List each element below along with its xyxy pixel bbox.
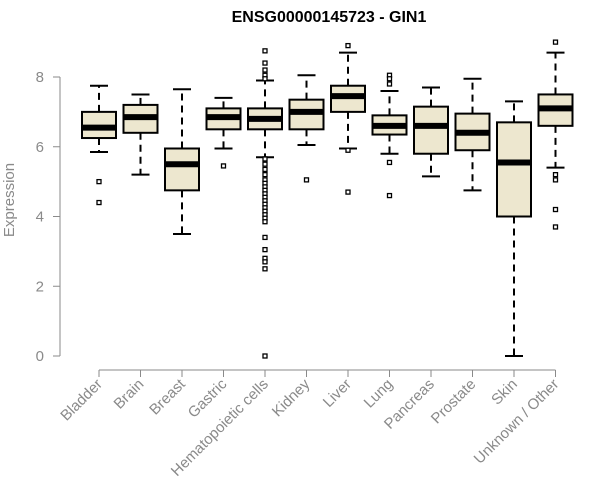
box-iqr (413, 105, 449, 155)
y-axis: 0 2 4 6 8 (36, 69, 61, 365)
y-tick-label: 4 (36, 209, 44, 226)
y-axis-label: Expression (1, 163, 18, 237)
x-tick-label: Breast (146, 375, 189, 418)
outlier-point (262, 266, 268, 272)
box-lung (371, 72, 408, 199)
x-tick-label: Bladder (57, 376, 106, 425)
x-tick-label: Liver (320, 376, 355, 411)
outlier-point (262, 246, 268, 253)
outlier-point (303, 177, 310, 183)
x-tick-label: Brain (111, 376, 148, 413)
box-brain (122, 93, 159, 176)
outlier-point (262, 67, 268, 73)
outlier-point (386, 76, 393, 82)
outlier-point (262, 161, 268, 167)
box-pancreas (413, 86, 449, 178)
outlier-point (262, 60, 268, 66)
box-prostate (454, 77, 491, 192)
outlier-point (262, 76, 268, 82)
box-skin (496, 100, 532, 357)
box-gastric (205, 96, 242, 169)
chart-title: ENSG00000145723 - GIN1 (232, 9, 427, 26)
box-hematopoietic-cells (247, 48, 283, 359)
box-iqr (164, 147, 200, 192)
y-tick-label: 0 (36, 348, 44, 365)
outlier-point (220, 163, 227, 169)
outlier-point (262, 234, 268, 241)
outlier-point (96, 178, 102, 185)
outlier-point (552, 39, 559, 45)
y-tick-label: 6 (36, 139, 44, 156)
x-tick-label: Prostate (428, 376, 480, 428)
outlier-point (262, 353, 268, 359)
outlier-point (552, 224, 559, 230)
outlier-point (552, 177, 559, 183)
box-series (81, 39, 574, 359)
outlier-point (345, 147, 351, 153)
outlier-point (262, 219, 268, 225)
outlier-point (262, 171, 268, 178)
outlier-point (262, 48, 268, 54)
outlier-point (96, 199, 102, 206)
box-iqr (496, 121, 532, 218)
outlier-point (386, 81, 393, 87)
x-tick-label: Skin (488, 376, 521, 409)
outlier-point (345, 42, 351, 49)
outlier-point (262, 259, 268, 265)
box-bladder (81, 84, 117, 206)
outlier-point (386, 159, 393, 166)
box-liver (330, 42, 366, 195)
y-tick-label: 8 (36, 69, 44, 86)
box-kidney (288, 74, 325, 183)
box-unknown-other (537, 39, 574, 230)
box-breast (164, 88, 200, 235)
y-tick-label: 2 (36, 278, 44, 295)
outlier-point (552, 171, 559, 178)
x-tick-label: Kidney (269, 375, 314, 420)
outlier-point (386, 192, 393, 199)
x-tick-label: Lung (361, 376, 397, 412)
outlier-point (262, 156, 268, 162)
outlier-point (552, 206, 559, 213)
outlier-point (345, 189, 351, 195)
outlier-point (262, 166, 268, 173)
